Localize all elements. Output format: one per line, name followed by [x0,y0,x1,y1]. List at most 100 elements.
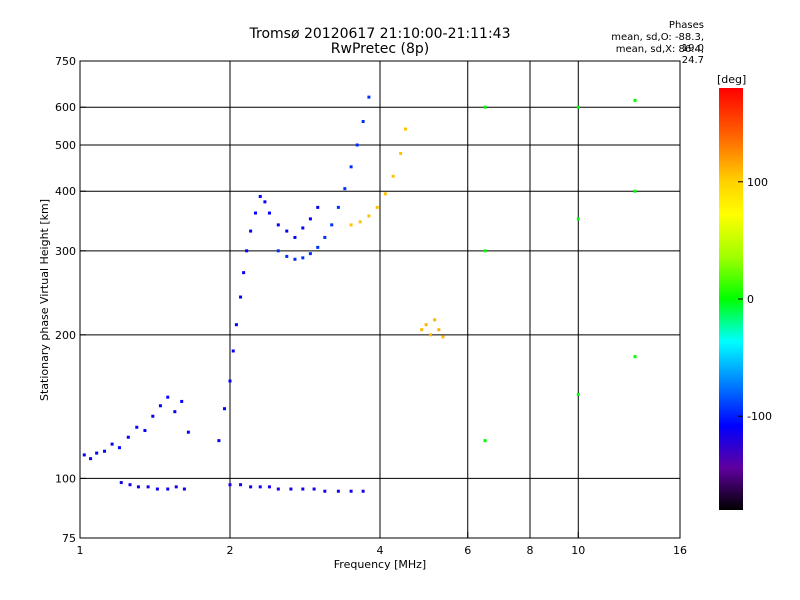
data-point [316,205,320,209]
data-point [166,395,170,399]
data-point [424,323,428,327]
data-point [483,105,487,109]
data-point [276,487,280,491]
x-tick-label: 4 [377,544,384,557]
data-point [228,483,232,487]
data-point [323,235,327,239]
grid-lines [80,61,680,538]
data-point [136,485,140,489]
data-point [223,407,227,411]
axis-ticks: 1 2 4 6 8 10 16 75 100 200 300 400 500 600 750 [55,55,687,557]
data-point [239,483,243,487]
data-point [293,235,297,239]
y-tick-label: 400 [55,185,76,198]
data-point [285,229,289,233]
data-point [173,410,177,414]
data-point [253,211,257,215]
data-point [110,442,114,446]
data-point [349,489,353,493]
data-point [276,223,280,227]
data-point [361,120,365,124]
y-tick-label: 200 [55,329,76,342]
data-point [217,439,221,443]
data-point [403,127,407,131]
data-point [330,223,334,227]
data-point [576,217,580,221]
data-point [135,425,139,429]
x-tick-label: 10 [571,544,585,557]
data-point [95,451,99,455]
data-point [576,392,580,396]
data-point [151,414,155,418]
data-point [231,349,235,353]
data-point [483,439,487,443]
data-point [267,211,271,215]
data-point [312,487,316,491]
data-point [258,194,262,198]
data-point [267,485,271,489]
chart-title: Tromsø 20120617 21:10:00-21:11:43 [249,26,511,42]
data-point [383,192,387,196]
data-point [228,379,232,383]
y-tick-label: 100 [55,472,76,485]
data-point [420,328,424,332]
stats-x-mode: mean, sd,X: 86.4, 24.7 [615,44,704,66]
x-tick-label: 16 [673,544,687,557]
data-point [239,295,243,299]
data-point [245,249,249,253]
data-point [633,189,637,193]
data-point [82,453,86,457]
data-point [285,254,289,258]
y-tick-label: 750 [55,55,76,68]
data-point [483,249,487,253]
colorbar-tick-label: 0 [747,293,754,306]
data-point [391,174,395,178]
data-points [82,95,637,493]
x-tick-label: 1 [77,544,84,557]
data-point [182,487,186,491]
data-point [293,257,297,261]
data-point [441,335,445,339]
data-point [128,483,132,487]
data-point [355,143,359,147]
data-point [117,446,121,450]
data-point [143,429,147,433]
y-axis-label: Stationary phase Virtual Height [km] [38,199,51,401]
data-point [428,333,432,337]
colorbar-tick-label: -100 [747,410,772,423]
data-point [349,165,353,169]
y-tick-label: 500 [55,139,76,152]
data-point [437,328,441,332]
data-point [308,252,312,256]
data-point [367,95,371,99]
x-tick-label: 6 [464,544,471,557]
data-point [343,187,347,191]
x-tick-label: 8 [527,544,534,557]
data-point [323,489,327,493]
data-point [349,223,353,227]
chart-subtitle: RwPretec (8p) [330,41,430,57]
x-axis-label: Frequency [MHz] [334,558,426,571]
y-tick-label: 300 [55,245,76,258]
colorbar-tick-label: 100 [747,176,768,189]
data-point [358,220,362,224]
data-point [258,485,262,489]
data-point [249,485,253,489]
data-point [242,271,246,275]
data-point [180,399,184,403]
data-point [166,487,170,491]
data-point [289,487,293,491]
data-point [126,435,130,439]
data-point [234,323,238,327]
data-point [433,318,437,322]
data-point [336,205,340,209]
data-point [119,481,123,485]
y-tick-label: 75 [62,532,76,545]
x-tick-label: 2 [227,544,234,557]
data-point [155,487,159,491]
stats-o-mode: mean, sd,O: -88.3, 19.0 [611,32,704,54]
data-point [361,489,365,493]
y-tick-label: 600 [55,101,76,114]
data-point [308,217,312,221]
